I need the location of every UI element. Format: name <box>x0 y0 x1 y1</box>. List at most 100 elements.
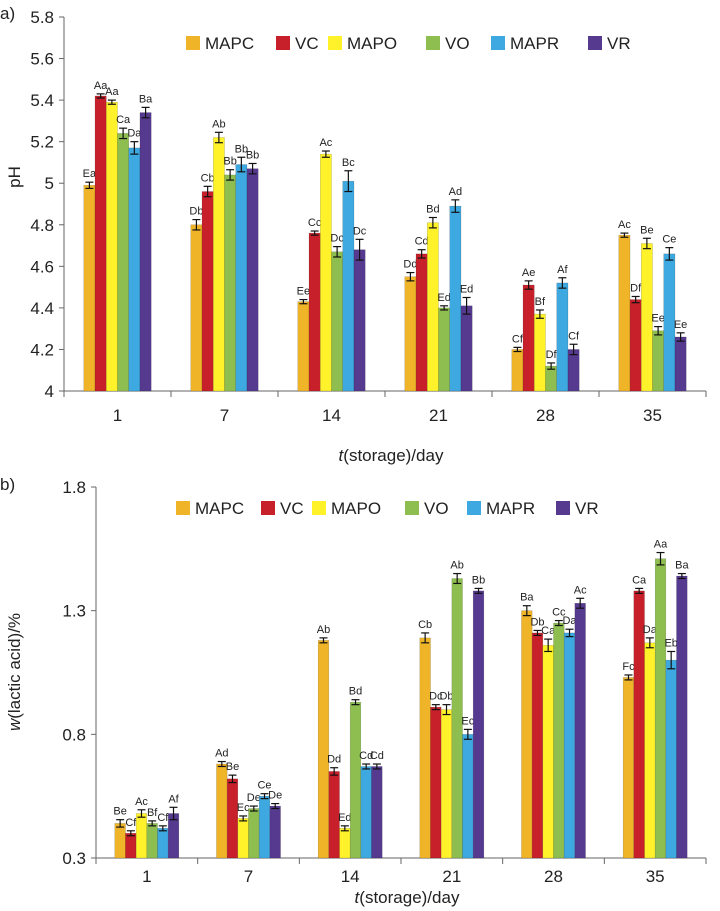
y-tick-label: 5.8 <box>30 8 54 27</box>
legend-swatch-vo <box>426 36 440 50</box>
significance-label: Bb <box>472 574 485 586</box>
x-tick-label: 21 <box>429 406 448 425</box>
bar-vc-day-21 <box>415 253 428 392</box>
bar-mapc-day-35 <box>622 677 635 859</box>
y-tick-label: 1.8 <box>62 478 86 497</box>
bar-mapc-day-35 <box>618 234 631 392</box>
legend-swatch-vr <box>556 501 570 515</box>
significance-label: Ac <box>574 584 587 596</box>
x-tick-label: 28 <box>544 867 563 886</box>
significance-label: Ec <box>461 715 474 727</box>
y-tick-label: 0.3 <box>62 849 86 868</box>
significance-label: Aa <box>105 86 119 98</box>
significance-label: Bf <box>147 807 158 819</box>
significance-label: Ca <box>541 625 556 637</box>
bar-vo-day-21 <box>438 307 450 392</box>
legend-label-mapr: MAPR <box>486 499 535 518</box>
y-tick-label: 5 <box>45 174 54 193</box>
significance-label: Ed <box>460 284 473 296</box>
significance-label: Ed <box>437 292 450 304</box>
significance-label: Cb <box>201 172 215 184</box>
significance-label: Bb <box>246 149 259 161</box>
legend-label-mapo: MAPO <box>347 34 397 53</box>
bar-mapo-day-21 <box>427 222 439 392</box>
y-tick-label: 5.6 <box>30 50 54 69</box>
y-tick-label: 1.3 <box>62 602 86 621</box>
bar-mapo-day-35 <box>644 642 656 859</box>
significance-label: Bf <box>535 296 546 308</box>
bar-mapr-day-1 <box>128 147 141 392</box>
significance-label: Ec <box>237 802 250 814</box>
significance-label: Dd <box>327 754 341 766</box>
bar-mapc-day-21 <box>419 637 431 859</box>
significance-label: Cf <box>157 812 169 824</box>
bar-vc-day-7 <box>201 191 214 392</box>
x-tick-label: 7 <box>244 867 253 886</box>
bar-mapo-day-14 <box>320 153 332 392</box>
legend-label-vc: VC <box>295 34 319 53</box>
bar-mapc-day-28 <box>521 610 533 859</box>
y-tick-label: 4.4 <box>30 299 54 318</box>
chart-panel-a: a) 4 4.2 4.4 4.6 4.8 5 5.2 5.4 5.6 5.8 1 7 14 21 28 35 t(… <box>0 4 707 465</box>
bar-mapr-day-14 <box>342 180 355 392</box>
significance-label: Eb <box>664 637 677 649</box>
bar-vo-day-28 <box>545 365 557 392</box>
bar-mapo-day-28 <box>534 313 546 392</box>
significance-label: Ba <box>520 592 534 604</box>
bar-mapr-day-28 <box>563 632 576 859</box>
bar-vr-day-7 <box>269 805 281 859</box>
bar-mapc-day-14 <box>317 640 330 859</box>
y-tick-label: 4.6 <box>30 257 54 276</box>
significance-label: Ac <box>319 137 332 149</box>
y-tick-label: 4.2 <box>30 340 54 359</box>
significance-label: Cf <box>512 333 524 345</box>
bar-mapo-day-7 <box>213 137 225 392</box>
significance-label: Be <box>113 806 126 818</box>
bar-mapc-day-21 <box>404 276 417 392</box>
bar-mapr-day-7 <box>258 795 271 859</box>
bar-vc-day-1 <box>94 95 107 392</box>
significance-label: Db <box>530 616 544 628</box>
x-tick-label: 1 <box>113 406 122 425</box>
bar-vr-day-14 <box>371 766 383 859</box>
significance-label: Ba <box>675 560 689 572</box>
y-tick-label: 5.4 <box>30 91 54 110</box>
legend-label-mapo: MAPO <box>331 499 381 518</box>
significance-label: Ee <box>674 319 687 331</box>
bar-vc-day-7 <box>226 778 239 859</box>
bar-mapc-day-7 <box>216 763 228 859</box>
significance-label: Ae <box>522 267 535 279</box>
legend-swatch-mapc <box>176 501 190 515</box>
significance-label: Cd <box>370 750 384 762</box>
significance-label: Ac <box>135 796 148 808</box>
legend-swatch-mapo <box>328 36 342 50</box>
bar-mapr-day-7 <box>235 164 248 392</box>
significance-label: Bd <box>349 686 362 698</box>
significance-label: Ab <box>317 624 330 636</box>
bar-vo-day-35 <box>652 330 664 392</box>
y-tick-label: 5.2 <box>30 133 54 152</box>
bar-mapr-day-1 <box>157 828 169 859</box>
bar-vr-day-28 <box>574 602 586 859</box>
legend-label-mapc: MAPC <box>195 499 244 518</box>
y-tick-label: 4 <box>45 382 54 401</box>
legend-label-vr: VR <box>607 34 631 53</box>
y-axis-title-text: pH <box>5 166 24 188</box>
significance-label: Ab <box>212 118 225 130</box>
significance-label: Cc <box>308 217 322 229</box>
legend-swatch-vc <box>261 501 275 515</box>
bar-mapc-day-28 <box>511 349 524 392</box>
bar-mapr-day-14 <box>360 766 372 859</box>
significance-label: Ca <box>116 114 131 126</box>
panel-label: b) <box>0 475 15 494</box>
significance-label: Ad <box>215 748 228 760</box>
x-axis-title-italic: t <box>355 888 361 907</box>
bar-vc-day-1 <box>125 833 137 859</box>
significance-label: Ee <box>651 313 664 325</box>
significance-label: Cf <box>125 817 137 829</box>
significance-label: Ab <box>450 560 463 572</box>
significance-label: Fc <box>622 661 635 673</box>
significance-label: Cd <box>359 750 373 762</box>
y-axis-title-italic: w <box>5 717 24 731</box>
significance-label: Ba <box>139 93 153 105</box>
